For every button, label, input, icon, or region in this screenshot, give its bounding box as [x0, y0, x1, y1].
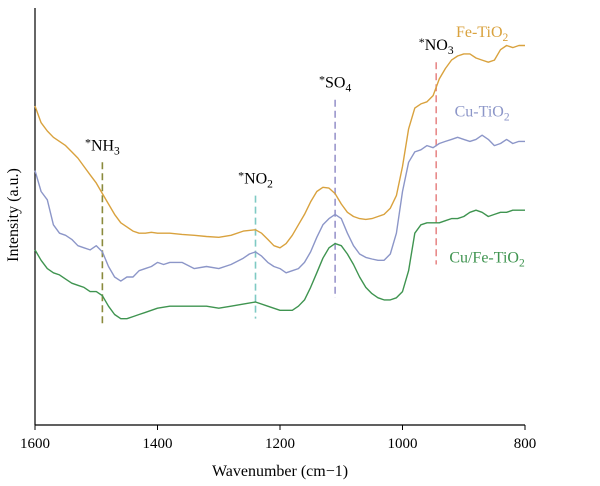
x-tick-label: 800: [514, 436, 537, 452]
x-ticks: 1600 1400 1200 1000 800: [20, 425, 536, 452]
series-line: [34, 44, 525, 249]
annotation-labels: *NH3​ *NO2​ *SO4​ *NO3​: [85, 35, 454, 190]
series-line: [34, 134, 525, 282]
series-labels: Fe-TiO2​ Cu-TiO2​ Cu/Fe-TiO2​: [449, 24, 525, 269]
x-tick-label: 1400: [143, 436, 173, 452]
y-axis-title: Intensity (a.u.): [5, 168, 22, 262]
series-label: Fe-TiO2​: [456, 24, 509, 44]
x-tick-label: 1000: [388, 436, 418, 452]
x-tick-label: 1200: [265, 436, 295, 452]
annotation-label: *NH3​: [85, 135, 120, 157]
series-lines: [34, 44, 525, 320]
x-tick-label: 1600: [20, 436, 50, 452]
annotation-label: *NO2​: [238, 169, 273, 191]
annotation-label: *NO3​: [419, 35, 454, 57]
series-line: [34, 209, 525, 320]
annotation-guides: [101, 62, 437, 328]
annotation-label: *SO4​: [319, 73, 351, 95]
series-label: Cu/Fe-TiO2​: [449, 249, 525, 269]
x-axis-title: Wavenumber (cm−1): [212, 463, 348, 480]
axes: [34, 8, 525, 426]
series-label: Cu-TiO2​: [455, 103, 510, 123]
